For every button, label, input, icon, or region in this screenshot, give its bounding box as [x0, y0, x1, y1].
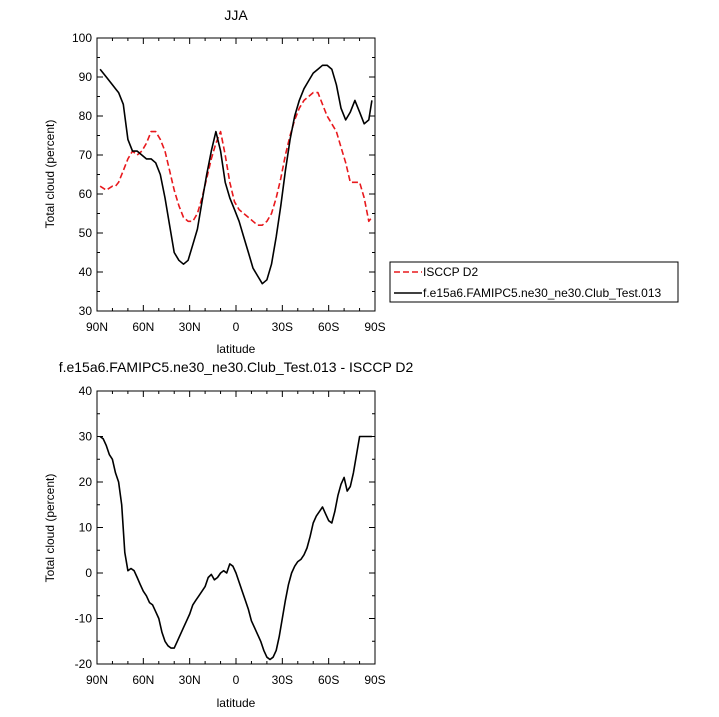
top-chart-y-tick-labels: 30 40 50 60 70 80 90 100 — [72, 31, 92, 318]
legend-label-model: f.e15a6.FAMIPC5.ne30_ne30.Club_Test.013 — [423, 286, 661, 300]
legend-label-isccp: ISCCP D2 — [423, 265, 478, 279]
top-chart-x-tick-labels: 90N 60N 30N 0 30S 60S 90S — [86, 320, 386, 334]
bottom-chart-x-tick-label: 30S — [272, 673, 293, 687]
top-chart-x-tick-label: 30N — [179, 320, 201, 334]
bottom-chart-title: f.e15a6.FAMIPC5.ne30_ne30.Club_Test.013 … — [59, 359, 414, 375]
top-chart-y-tick-label: 70 — [79, 148, 93, 162]
bottom-chart-y-tick-label: 30 — [79, 430, 93, 444]
bottom-chart-plot-frame — [96, 390, 376, 665]
top-chart-series-line-1 — [99, 64, 373, 285]
top-chart-y-tick-label: 80 — [79, 109, 93, 123]
bottom-chart-x-tick-label: 30N — [179, 673, 201, 687]
top-chart-y-tick-label: 40 — [79, 265, 93, 279]
top-chart-series — [99, 64, 373, 285]
legend-box — [389, 261, 679, 303]
bottom-chart-y-tick-labels: -20 -10 0 10 20 30 40 — [75, 384, 93, 671]
bottom-chart-y-tick-label: -20 — [75, 657, 93, 671]
bottom-chart-panel: f.e15a6.FAMIPC5.ne30_ne30.Club_Test.013 … — [43, 359, 414, 710]
top-chart-legend: ISCCP D2 f.e15a6.FAMIPC5.ne30_ne30.Club_… — [389, 261, 679, 303]
top-chart-x-tick-label: 60N — [132, 320, 154, 334]
top-chart-ticks — [96, 37, 376, 312]
bottom-chart-ticks — [96, 390, 376, 665]
bottom-chart-x-tick-labels: 90N 60N 30N 0 30S 60S 90S — [86, 673, 386, 687]
bottom-chart-y-tick-label: 40 — [79, 384, 93, 398]
top-chart-y-tick-label: 30 — [79, 304, 93, 318]
top-chart-y-tick-label: 90 — [79, 70, 93, 84]
top-chart-title: JJA — [224, 7, 248, 23]
bottom-chart-x-tick-label: 60S — [318, 673, 339, 687]
bottom-chart-x-tick-label: 0 — [233, 673, 240, 687]
top-chart-y-tick-label: 100 — [72, 31, 92, 45]
top-chart-y-tick-label: 50 — [79, 226, 93, 240]
top-chart-x-tick-label: 90N — [86, 320, 108, 334]
top-chart-x-tick-label: 30S — [272, 320, 293, 334]
top-chart-plot-frame — [96, 37, 376, 312]
top-chart-x-axis-label: latitude — [217, 342, 256, 356]
top-chart-x-tick-label: 0 — [233, 320, 240, 334]
bottom-chart-x-tick-label: 60N — [132, 673, 154, 687]
bottom-chart-x-tick-label: 90N — [86, 673, 108, 687]
top-chart-series-line-0 — [99, 91, 373, 226]
top-chart-x-tick-label: 60S — [318, 320, 339, 334]
bottom-chart-y-tick-label: 10 — [79, 521, 93, 535]
top-chart-x-tick-label: 90S — [364, 320, 385, 334]
top-chart-y-axis-label: Total cloud (percent) — [43, 120, 57, 229]
bottom-chart-y-tick-label: 20 — [79, 475, 93, 489]
top-chart-y-tick-label: 60 — [79, 187, 93, 201]
bottom-chart-x-tick-label: 90S — [364, 673, 385, 687]
bottom-chart-x-axis-label: latitude — [217, 696, 256, 710]
bottom-chart-series — [99, 435, 372, 661]
bottom-chart-y-tick-label: -10 — [75, 612, 93, 626]
bottom-chart-series-line-0 — [99, 435, 372, 661]
bottom-chart-y-axis-label: Total cloud (percent) — [43, 474, 57, 583]
bottom-chart-y-tick-label: 0 — [85, 566, 92, 580]
